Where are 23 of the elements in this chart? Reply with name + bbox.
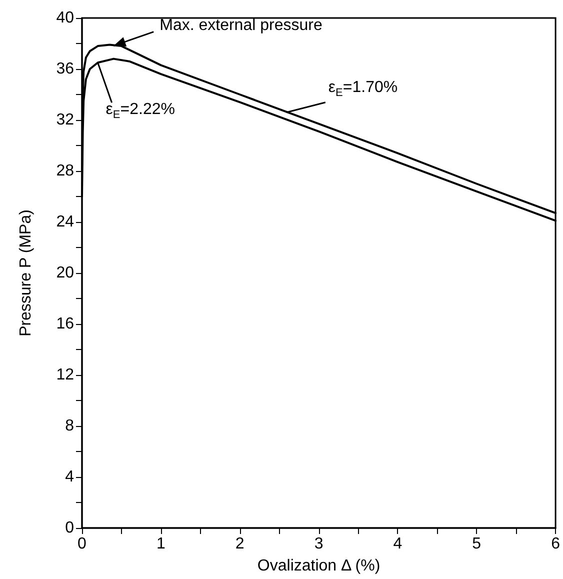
y-tick-label: 36 — [56, 60, 74, 78]
y-tick-label: 8 — [65, 418, 74, 434]
x-tick-label: 6 — [551, 536, 560, 552]
y-tick-label: 24 — [56, 214, 74, 230]
x-tick-label: 2 — [235, 536, 244, 552]
y-tick-label: 0 — [65, 520, 74, 536]
x-tick-label: 5 — [472, 536, 482, 552]
y-tick-label: 40 — [56, 10, 74, 26]
annotation: Max. external pressure — [160, 16, 322, 35]
y-tick-label: 4 — [65, 468, 74, 486]
x-tick-label: 0 — [78, 536, 87, 552]
y-tick-label: 28 — [56, 162, 74, 180]
annotation: ε$_{E}$=2.22% — [106, 100, 175, 121]
y-axis-title: Pressure P (MPa) — [18, 210, 34, 336]
x-tick-label: 3 — [314, 536, 324, 552]
x-tick-label: 4 — [393, 536, 402, 552]
y-tick-label: 12 — [56, 366, 74, 384]
x-axis-title: Ovalization Δ (%) — [257, 558, 380, 574]
annotation: ε$_{E}$=1.70% — [328, 79, 398, 100]
x-tick-label: 1 — [156, 536, 166, 552]
y-tick-label: 20 — [56, 264, 74, 282]
y-tick-label: 32 — [56, 112, 74, 128]
y-tick-label: 16 — [56, 316, 74, 332]
